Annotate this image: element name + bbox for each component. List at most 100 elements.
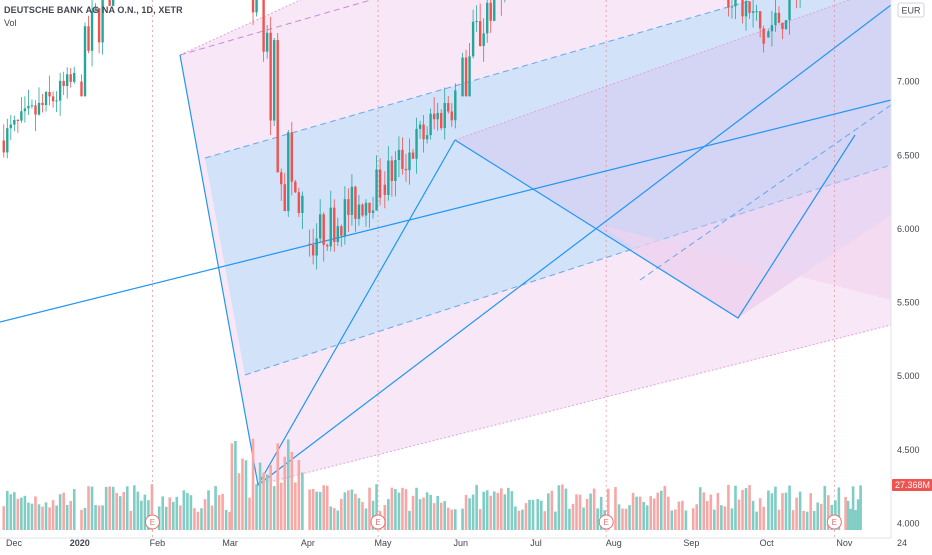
candle-body — [337, 226, 339, 242]
candle-body — [440, 113, 442, 128]
volume-bar — [130, 511, 133, 530]
volume-bar — [785, 493, 788, 530]
currency-label: EUR — [901, 6, 921, 16]
volume-bar — [720, 505, 723, 530]
y-tick-label: 4.500 — [897, 445, 920, 455]
candle-body — [405, 169, 407, 170]
candle-body — [748, 1, 750, 12]
volume-bar — [745, 488, 748, 530]
volume-bar — [547, 493, 550, 530]
candle-body — [391, 160, 393, 180]
candle-body — [412, 153, 414, 159]
volume-bar — [440, 503, 443, 530]
volume-bar — [119, 496, 122, 530]
volume-bar — [759, 498, 762, 530]
volume-bar — [781, 493, 784, 530]
volume-bar — [500, 488, 503, 530]
volume-bar — [778, 510, 781, 530]
volume-bar — [312, 489, 315, 530]
y-tick-label: 4.000 — [897, 519, 920, 529]
candle-body — [344, 199, 346, 236]
candle-body — [415, 129, 417, 159]
candle-body — [781, 23, 783, 29]
volume-bar — [365, 508, 368, 530]
volume-bar — [183, 490, 186, 530]
candle-body — [87, 26, 89, 51]
volume-bar — [412, 496, 415, 530]
volume-bar — [649, 496, 652, 530]
candle-body — [66, 74, 68, 86]
volume-bar — [20, 498, 23, 530]
volume-bar — [788, 486, 791, 530]
volume-bar — [6, 491, 9, 530]
volume-bar — [333, 508, 336, 530]
candle-body — [301, 196, 303, 213]
volume-bar — [176, 497, 179, 530]
volume-bar — [115, 493, 118, 530]
candle-body — [444, 103, 446, 128]
volume-bar — [454, 509, 457, 530]
volume-bar — [87, 486, 90, 530]
symbol-title: DEUTSCHE BANK AG NA O.N., 1D, XETR — [4, 5, 183, 15]
volume-bar — [69, 501, 72, 530]
currency-button[interactable]: EUR — [898, 3, 924, 17]
volume-value-label[interactable]: 27.368M — [892, 479, 932, 491]
candle-body — [731, 6, 733, 7]
volume-bar — [391, 488, 394, 530]
volume-bar — [255, 484, 258, 530]
volume-bar — [496, 493, 499, 530]
volume-bar — [31, 504, 34, 530]
earnings-event-marker[interactable]: E — [145, 515, 159, 529]
volume-bar — [493, 491, 496, 530]
volume-bar — [489, 496, 492, 530]
volume-bar — [692, 508, 695, 530]
volume-bar — [639, 497, 642, 530]
candle-body — [475, 21, 477, 22]
earnings-event-marker[interactable]: E — [827, 515, 841, 529]
volume-bar — [276, 443, 279, 530]
volume-bar — [283, 457, 286, 530]
candle-body — [308, 244, 310, 245]
candle-body — [291, 132, 293, 181]
earnings-event-marker[interactable]: E — [599, 515, 613, 529]
volume-bar — [34, 496, 37, 530]
candle-body — [398, 150, 400, 160]
volume-bar — [561, 484, 564, 530]
volume-bar — [27, 503, 30, 530]
candle-body — [426, 135, 428, 139]
candle-body — [333, 208, 335, 242]
volume-bar — [653, 499, 656, 530]
volume-bar — [521, 510, 524, 530]
candle-body — [266, 33, 268, 52]
volume-bar — [218, 495, 221, 530]
volume-bar — [823, 486, 826, 530]
candle-body — [358, 205, 360, 219]
volume-bar — [122, 492, 125, 530]
volume-bar — [172, 502, 175, 530]
volume-bar — [646, 505, 649, 530]
earnings-event-marker[interactable]: E — [371, 515, 385, 529]
candle-body — [273, 40, 275, 120]
volume-bar — [354, 494, 357, 530]
volume-bar — [429, 495, 432, 530]
candle-body — [759, 11, 761, 28]
candle-body — [447, 103, 449, 111]
candle-body — [752, 11, 754, 13]
candle-body — [368, 203, 370, 213]
volume-bar — [525, 503, 528, 530]
candle-body — [347, 199, 349, 215]
volume-bar — [24, 496, 27, 530]
candle-body — [451, 111, 453, 120]
volume-bar — [351, 490, 354, 530]
volume-bar — [847, 501, 850, 530]
volume-bar — [401, 488, 404, 530]
volume-bar — [681, 501, 684, 530]
volume-bar — [461, 509, 464, 530]
candle-body — [284, 184, 286, 211]
y-tick-label: 7.000 — [897, 77, 920, 87]
volume-bar — [291, 452, 294, 530]
event-marker-label: E — [604, 518, 609, 527]
volume-bar — [642, 502, 645, 530]
